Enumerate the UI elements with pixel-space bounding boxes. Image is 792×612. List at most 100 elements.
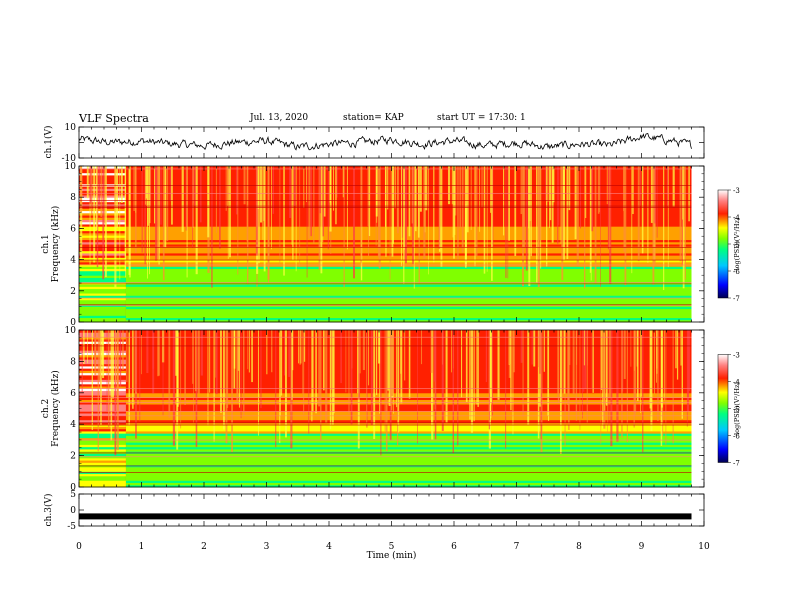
ch2-spectrogram-freq-band <box>125 350 692 353</box>
ch1-spectrogram-sferic-streak <box>641 166 644 254</box>
ch1-spectrogram-sferic-streak <box>171 166 173 225</box>
ch2-spectrogram-sferic-streak <box>434 330 437 440</box>
ch2-spectrogram-sferic-streak <box>132 330 134 409</box>
ch2-spectrogram-sferic-streak <box>184 330 186 405</box>
ch2-spectrogram-sferic-streak <box>362 330 365 371</box>
ch1-spectrogram-sferic-streak <box>144 166 146 265</box>
ch2-spectrogram-freq-band-early <box>79 377 126 380</box>
ch1-spectrogram-freq-band-early <box>79 279 126 283</box>
ch2-spectrogram-sferic-streak <box>397 330 400 433</box>
ch2-spectrogram-freq-band <box>125 484 692 488</box>
ch1-spectrogram-sferic-streak <box>594 166 597 284</box>
ch1-spectrogram-sferic-streak <box>632 166 634 215</box>
ch1-spectrogram-sferic-streak <box>419 166 422 212</box>
ch2-spectrogram-freq-band-early <box>79 446 126 450</box>
ch1-spectrogram-freq-band-early <box>79 293 126 296</box>
x-tick-label: 2 <box>201 542 207 552</box>
ch2-spectrogram-sferic-streak <box>660 330 663 446</box>
ch2-spectrogram-sferic-streak <box>391 330 394 397</box>
ch1-spectrogram-sferic-streak <box>576 166 579 266</box>
ch1-spectrogram-freq-band <box>125 306 692 310</box>
ch2-spectrogram-freq-band <box>125 374 692 378</box>
ch1-spectrogram-sferic-streak <box>141 166 143 253</box>
ch2-spectrogram-freq-band-early <box>79 453 126 457</box>
ch1-spectrogram-sferic-streak <box>459 166 462 229</box>
ch2-spectrogram-freq-band-early <box>79 437 126 441</box>
ch2-spectrogram-ytick-label: 6 <box>70 389 76 399</box>
ch2-spectrogram-sferic-streak <box>152 330 154 369</box>
ch2-spectrogram-sferic-streak <box>366 330 367 425</box>
ch1-spectrogram-sferic-streak <box>656 166 658 238</box>
ch2-spectrogram-sferic-streak <box>420 330 423 365</box>
ch2-spectrogram-sferic-streak <box>302 330 303 395</box>
ch2-spectrogram-sferic-streak <box>373 330 376 440</box>
ch2-spectrogram-freq-band <box>125 372 692 376</box>
ch1-spectrogram-sferic-streak <box>425 166 428 211</box>
ch1-spectrogram-freq-band <box>125 301 692 305</box>
ch1-spectrogram-sferic-streak <box>528 166 531 287</box>
ch1-spectrogram-sferic-streak <box>89 166 92 203</box>
ch1-spectrogram-sferic-streak <box>546 166 549 202</box>
ch1-spectrogram-sferic-streak <box>451 166 453 205</box>
ch2-spectrogram-freq-band <box>125 359 692 362</box>
ch1-spectrogram-sferic-streak <box>147 166 149 226</box>
ch1-spectrogram-sferic-streak <box>682 166 685 289</box>
ch1-spectrogram-sferic-streak <box>310 166 312 237</box>
x-tick-label: 8 <box>576 542 582 552</box>
ch2-spectrogram-freq-band-early <box>79 484 126 488</box>
ch2-spectrogram-sferic-streak <box>605 330 608 406</box>
ch2-spectrogram-sferic-streak <box>575 330 578 421</box>
ch2-spectrogram-sferic-streak <box>569 330 571 365</box>
ch1-spectrogram-sferic-streak <box>306 166 308 278</box>
ch2-spectrogram-sferic-streak <box>610 330 613 447</box>
ch2-spectrogram-freq-band <box>125 352 692 356</box>
ch2-spectrogram-ytick-label: 0 <box>70 483 76 493</box>
ch2-spectrogram-sferic-streak <box>110 330 113 441</box>
ch1-spectrogram-sferic-streak <box>135 166 137 254</box>
ch2-spectrogram-sferic-streak <box>370 330 373 425</box>
ch2-spectrogram-freq-band <box>125 480 692 484</box>
ch2-spectrogram-freq-band <box>125 466 692 470</box>
ch2-spectrogram-sferic-streak <box>602 330 604 429</box>
ch2-spectrogram-sferic-streak <box>538 330 541 368</box>
ch1-spectrogram-sferic-streak <box>335 166 337 225</box>
ch2-spectrogram-sferic-streak <box>488 330 490 430</box>
ch2-spectrogram-sferic-streak <box>280 330 281 416</box>
ch2-spectrogram-freq-band <box>125 390 692 394</box>
ch2-spectrogram-sferic-streak <box>193 330 194 424</box>
ch2-spectrogram-sferic-streak <box>680 330 682 366</box>
ch1-spectrogram-sferic-streak <box>392 166 394 244</box>
ch2-spectrogram-sferic-streak <box>583 330 585 366</box>
ch2-spectrogram-sferic-streak <box>636 330 639 401</box>
ch2-spectrogram-sferic-streak <box>465 330 468 402</box>
ch2-spectrogram-sferic-streak <box>140 330 142 375</box>
ch1-spectrogram-sferic-streak <box>561 166 564 281</box>
ch2-spectrogram-freq-band-early <box>79 421 126 425</box>
ch2-spectrogram-freq-band-early <box>79 381 126 385</box>
ch2-spectrogram-freq-band-early <box>79 466 126 470</box>
ch2-spectrogram-sferic-streak <box>400 330 402 374</box>
ch2-spectrogram-sferic-streak <box>345 330 347 393</box>
ch2-spectrogram-sferic-streak <box>128 330 130 426</box>
ch1-spectrogram-freq-band <box>125 255 692 258</box>
ch2-spectrogram-freq-band <box>125 392 692 396</box>
ch1-spectrogram-freq-band <box>125 268 692 272</box>
ch1-spectrogram-sferic-streak <box>119 166 121 280</box>
ch1-spectrogram-sferic-streak <box>225 166 227 211</box>
ch2-spectrogram-sferic-streak <box>522 330 524 417</box>
ch1-spectrogram-sferic-streak <box>558 166 560 226</box>
ch2-spectrogram-sferic-streak <box>233 330 236 389</box>
ch1-spectrogram-freq-band-early <box>79 295 126 298</box>
ch2-spectrogram-freq-band <box>125 433 692 436</box>
ch1-spectrogram-sferic-streak <box>597 166 600 214</box>
ch2-spectrogram-sferic-streak <box>288 330 291 377</box>
ch1-spectrogram-freq-band-early <box>79 286 126 290</box>
ch1-spectrogram-sferic-streak <box>259 166 263 223</box>
ch1-spectrogram-sferic-streak <box>192 166 193 248</box>
ch2-spectrogram-freq-band <box>125 478 692 481</box>
x-tick-label: 1 <box>139 542 145 552</box>
ch2-spectrogram-sferic-streak <box>488 330 491 449</box>
ch1-spectrogram-colorbar <box>717 189 729 299</box>
ch1-spectrogram-sferic-streak <box>454 166 457 216</box>
ch1-spectrogram-freq-band <box>125 264 692 267</box>
